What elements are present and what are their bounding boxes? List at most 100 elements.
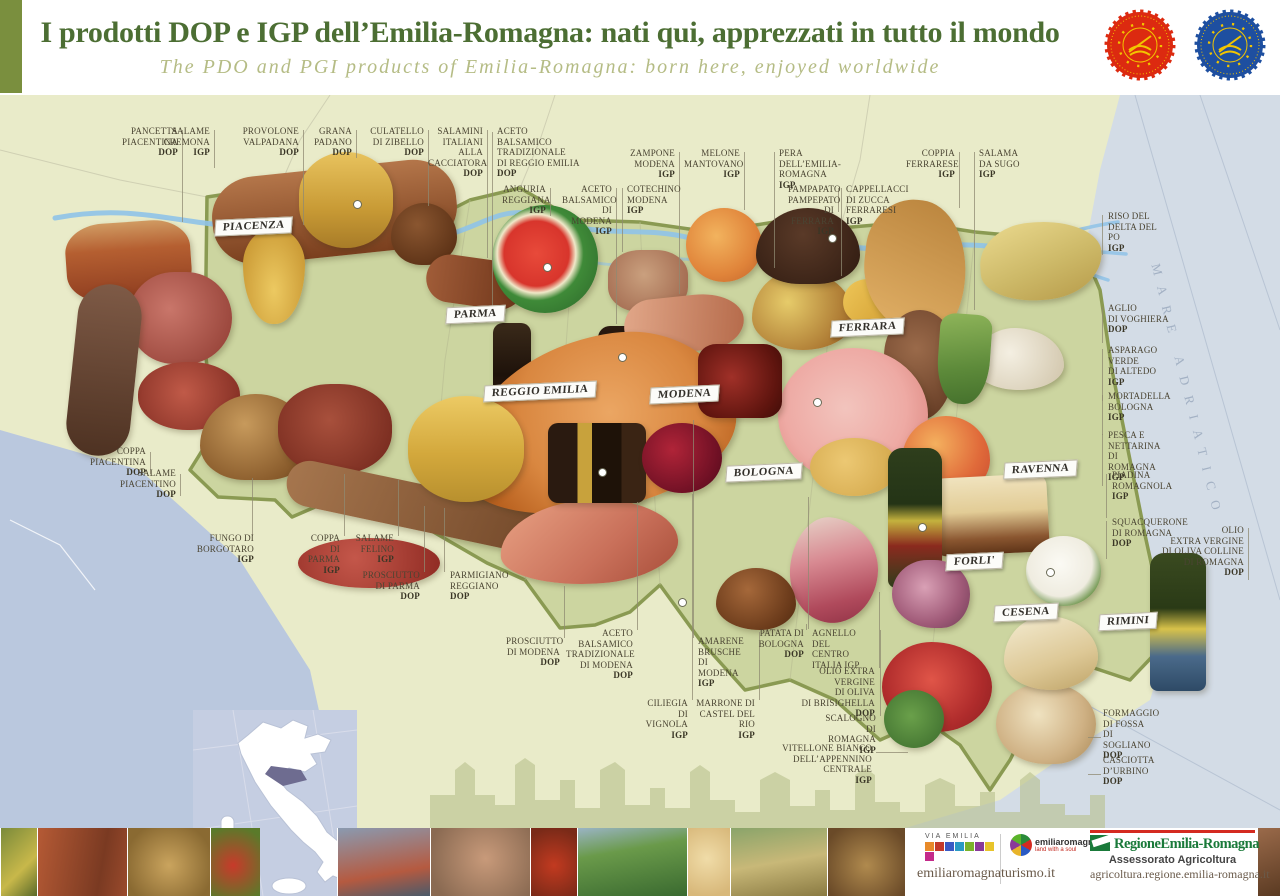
culatello-di-zibello-label: CULATELLO DI ZIBELLO DOP <box>370 126 424 157</box>
prosciutto-di-parma-label: PROSCIUTTO DI PARMA DOP <box>362 570 420 601</box>
coppia-ferrarese-leader-line <box>959 152 960 208</box>
coppa-piacentina-label: COPPA PIACENTINA DOP <box>90 446 146 477</box>
aceto-balsamico-trad-reggio-emilia-label: ACETO BALSAMICO TRADIZIONALE DI REGGIO EMIL… <box>497 126 580 178</box>
city-label-rimini: RIMINI <box>1098 611 1158 632</box>
provolone-valpadana-label: PROVOLONE VALPADANA DOP <box>242 126 299 157</box>
squacquerone-di-romagna-label: SQUACQUERONE DI ROMAGNA DOP <box>1112 517 1188 548</box>
city-label-forli: FORLI' <box>945 551 1004 572</box>
olio-colline-di-romagna-label: OLIO EXTRA VERGINE DI OLIVA COLLINE DI ROMA… <box>1161 525 1244 577</box>
riso-delta-po-leader-line <box>1102 215 1103 255</box>
inset-emilia-romagna-highlight <box>265 766 307 786</box>
sauce-pot-photo <box>530 828 577 896</box>
coppa-piacentina-image <box>128 272 232 364</box>
casciotta-d-urbino-label: CASCIOTTA D’URBINO DOP <box>1103 755 1155 786</box>
cotechino-modena-label: COTECHINO MODENA IGP <box>627 184 681 215</box>
canal-buildings-photo <box>37 828 127 896</box>
breadsticks-photo <box>827 828 905 896</box>
vitellone-bianco-appennino-leader-line <box>876 752 908 753</box>
piadina-romagnola-label: PIADINA ROMAGNOLA IGP <box>1112 470 1173 501</box>
patata-di-bologna-image <box>810 438 898 496</box>
mortadella-bologna-leader-line <box>1102 395 1103 435</box>
pesca-nettarina-romagna-label: PESCA E NETTARINA DI ROMAGNA IGP <box>1108 430 1161 482</box>
salame-piacentino-label: SALAME PIACENTINO DOP <box>120 468 176 499</box>
aceto-balsamico-trad-modena-image <box>548 423 646 503</box>
map-pin <box>918 523 927 532</box>
ciliegia-di-vignola-image <box>642 423 722 493</box>
city-label-ravenna: RAVENNA <box>1003 459 1078 480</box>
olio-colline-di-romagna-leader-line <box>1248 528 1249 580</box>
salame-piacentino-leader-line <box>180 474 181 496</box>
coppa-di-parma-leader-line <box>344 474 345 536</box>
grana-padano-label: GRANA PADANO DOP <box>314 126 352 157</box>
emiliaromagna-logo-tagline: land with a soul <box>1035 847 1077 853</box>
straw-hat-photo <box>127 828 210 896</box>
pancetta-piacentina-leader-line <box>182 130 183 222</box>
old-man-photo <box>430 828 530 896</box>
mosaic-tile <box>945 842 954 851</box>
formaggio-di-fossa-sogliano-leader-line <box>1088 737 1101 738</box>
pera-emilia-romagna-label: PERA DELL’EMILIA-ROMAGNA IGP <box>779 148 842 190</box>
grana-padano-image <box>299 152 393 248</box>
piadina-romagnola-leader-line <box>1106 474 1107 518</box>
salamini-italiani-cacciatora-label: SALAMINI ITALIANI ALLA CACCIATORA DOP <box>428 126 488 178</box>
mortadella-bologna-label: MORTADELLA BOLOGNA IGP <box>1108 391 1171 422</box>
via-emilia-mosaic-icon <box>925 842 995 862</box>
mosaic-tile <box>975 842 984 851</box>
pampapato-di-ferrara-leader-line <box>838 188 839 212</box>
mosaic-tile <box>955 842 964 851</box>
poster-subtitle: The PDO and PGI products of Emilia-Romag… <box>159 56 941 78</box>
map-pin <box>618 353 627 362</box>
pera-emilia-romagna-leader-line <box>774 152 775 268</box>
mosaic-tile <box>925 852 934 861</box>
anguria-reggiana-label: ANGURIA REGGIANA IGP <box>502 184 551 215</box>
salame-cremona-leader-line <box>214 130 215 168</box>
aceto-balsamico-modena-label: ACETO BALSAMICO DI MODENA IGP <box>562 184 617 236</box>
regione-red-bar <box>1090 830 1255 833</box>
assessorato-label: Assessorato Agricoltura <box>1108 854 1237 866</box>
city-label-cesena: CESENA <box>993 602 1059 623</box>
prosciutto-di-parma-leader-line <box>424 506 425 572</box>
provolone-valpadana-image <box>243 228 305 324</box>
formaggio-di-fossa-sogliano-label: FORMAGGIO DI FOSSA DI SOGLIANO DOP <box>1103 708 1160 760</box>
anguria-reggiana-leader-line <box>550 188 551 216</box>
salame-cremona-label: SALAME CREMONA IGP <box>163 126 210 157</box>
pancetta-piacentina-label: PANCETTA PIACENTINA DOP <box>122 126 178 157</box>
scarecrow-field-photo <box>730 828 827 896</box>
melone-mantovano-leader-line <box>744 152 745 210</box>
parmigiano-reggiano-image <box>408 396 524 502</box>
gourds-photo <box>0 828 37 896</box>
agnello-del-centro-italia-label: AGNELLO DEL CENTRO ITALIA IGP <box>812 628 860 670</box>
squacquerone-di-romagna-image <box>1026 536 1101 606</box>
casciotta-d-urbino-leader-line <box>1088 774 1101 775</box>
vitellone-bianco-appennino-label: VITELLONE BIANCO DELL’APPENNINO CENTRALE I… <box>782 743 872 785</box>
italy-inset-map <box>193 710 357 896</box>
cappellacci-di-zucca-leader-line <box>841 188 842 276</box>
fungo-di-borgotaro-label: FUNGO DI BORGOTARO IGP <box>196 533 254 564</box>
igp-seal-icon: INDICAZIONE GEOGRAFICA PROTETTA <box>1194 9 1266 81</box>
map-pin <box>353 200 362 209</box>
salamini-italiani-cacciatora-leader-line <box>487 130 488 258</box>
map-pin <box>598 468 607 477</box>
asparago-verde-altedo-leader-line <box>1102 349 1103 401</box>
scalogno-di-romagna-leader-line <box>880 630 881 716</box>
bridge-photo <box>337 828 430 896</box>
aglio-di-voghiera-label: AGLIO DI VOGHIERA DOP <box>1108 303 1169 334</box>
mosaic-tile <box>965 842 974 851</box>
formaggio-di-fossa-sogliano-image <box>996 684 1096 764</box>
amarene-brusche-modena-leader-line <box>693 420 694 638</box>
salame-slices-image <box>298 538 440 588</box>
asparago-verde-altedo-label: ASPARAGO VERDE DI ALTEDO IGP <box>1108 345 1158 387</box>
red-berries-photo <box>210 828 260 896</box>
emiliaromagna-logo: emiliaromagna land with a soul <box>1010 834 1120 856</box>
pesca-nettarina-romagna-leader-line <box>1102 434 1103 486</box>
cappellacci-di-zucca-label: CAPPELLACCI DI ZUCCA FERRARESI IGP <box>846 184 909 226</box>
via-emilia-label: VIA EMILIA <box>925 833 981 840</box>
prosciutto-di-modena-leader-line <box>564 586 565 638</box>
zampone-modena-label: ZAMPONE MODENA IGP <box>630 148 675 179</box>
melone-mantovano-image <box>686 208 762 282</box>
coppia-ferrarese-label: COPPIA FERRARESE IGP <box>906 148 959 179</box>
aglio-di-voghiera-leader-line <box>1102 307 1103 343</box>
pampapato-di-ferrara-image <box>756 208 860 284</box>
salama-da-sugo-leader-line <box>974 152 975 310</box>
